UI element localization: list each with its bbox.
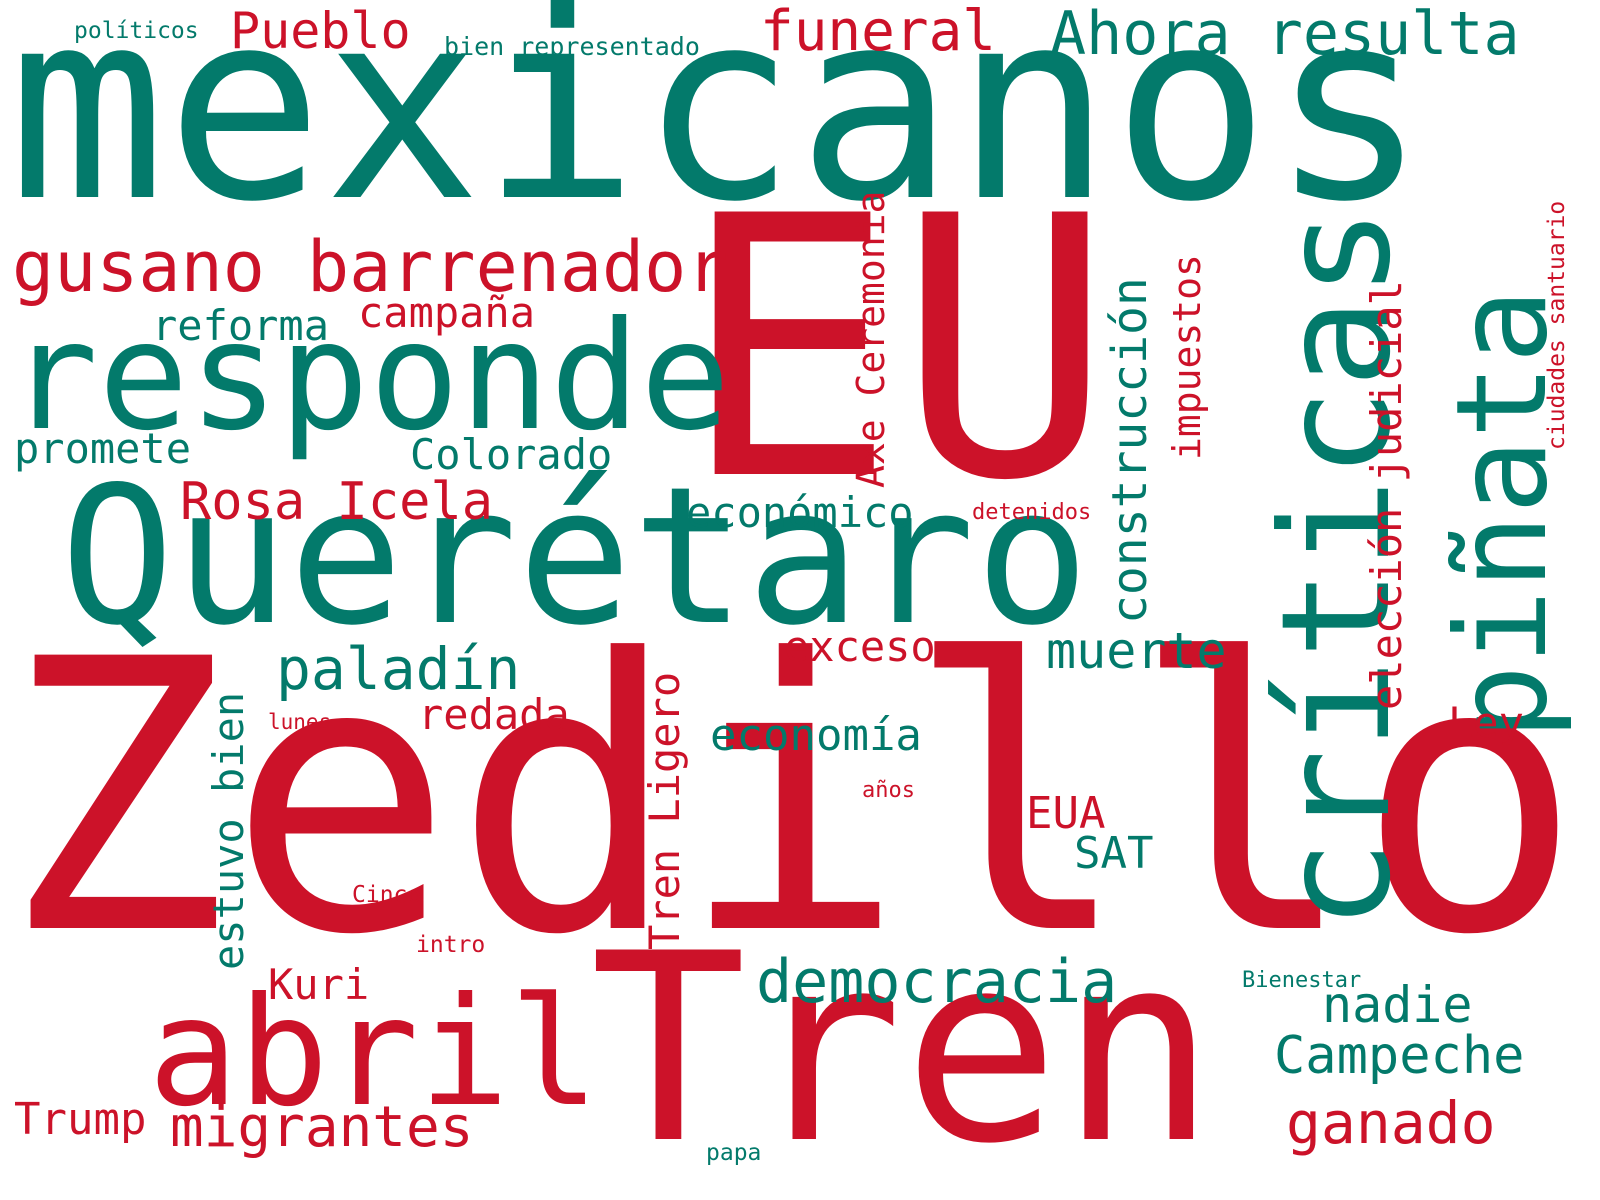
word-zedillo: Zedillo	[2, 581, 1583, 1017]
word-rosa-icela: Rosa Icela	[180, 472, 494, 532]
word-trump: Trump	[14, 1094, 147, 1145]
word-papa: papa	[706, 1140, 762, 1166]
word-construccion: construcción	[1102, 277, 1158, 624]
word-paladin: paladín	[276, 635, 521, 703]
word-funeral: funeral	[760, 0, 997, 64]
word-intro: intro	[416, 932, 486, 958]
word-queretaro: Querétaro	[60, 446, 1090, 667]
word-detenidos: detenidos	[972, 500, 1092, 525]
word-reforma: reforma	[152, 301, 330, 350]
word-axe-ceremonia: Axe Ceremonia	[849, 190, 893, 488]
word-eleccion-judicial: elección judicial	[1362, 280, 1411, 710]
word-redada: redada	[418, 690, 570, 739]
word-mexicanos: mexicanos	[8, 0, 1428, 259]
word-colorado: Colorado	[410, 430, 613, 479]
word-gusano-barrenador: gusano barrenador	[12, 226, 729, 308]
word-campana: campaña	[358, 288, 536, 337]
word-lunes: lunes	[268, 710, 332, 734]
word-nadie: nadie	[1322, 976, 1473, 1034]
word-economico: económico	[686, 488, 914, 537]
word-ciudades-santuario: ciudades santuario	[1544, 200, 1570, 450]
word-democracia: democracia	[756, 947, 1118, 1017]
word-pueblo: Pueblo	[230, 2, 411, 60]
word-ley: Ley	[1448, 698, 1524, 747]
word-bienestar: Bienestar	[1242, 968, 1362, 993]
word-tren-ligero: Tren Ligero	[640, 671, 689, 950]
word-economia: economía	[710, 710, 922, 761]
word-kuri: Kuri	[268, 960, 370, 1009]
word-anos: años	[862, 778, 915, 803]
word-migrantes: migrantes	[170, 1095, 474, 1160]
word-politicos: políticos	[74, 18, 199, 44]
word-eua: EUA	[1026, 788, 1106, 839]
word-ahora-resulta: Ahora resulta	[1050, 0, 1520, 69]
word-campeche: Campeche	[1274, 1026, 1525, 1086]
word-tren: Tren	[590, 899, 1217, 1200]
word-eu: EU	[680, 140, 1114, 559]
word-bien-representado: bien representado	[444, 32, 700, 61]
word-abril: abril	[148, 966, 600, 1140]
word-ganado: ganado	[1286, 1089, 1496, 1157]
word-promete: promete	[14, 424, 192, 473]
word-responde: responde	[8, 290, 731, 464]
word-estuvo-bien: estuvo bien	[204, 691, 253, 970]
word-impuestos: impuestos	[1165, 254, 1209, 460]
word-muerte: muerte	[1046, 622, 1227, 680]
word-sat: SAT	[1074, 828, 1154, 879]
word-cinco: Cinco	[352, 882, 422, 908]
word-exceso: exceso	[784, 622, 936, 671]
